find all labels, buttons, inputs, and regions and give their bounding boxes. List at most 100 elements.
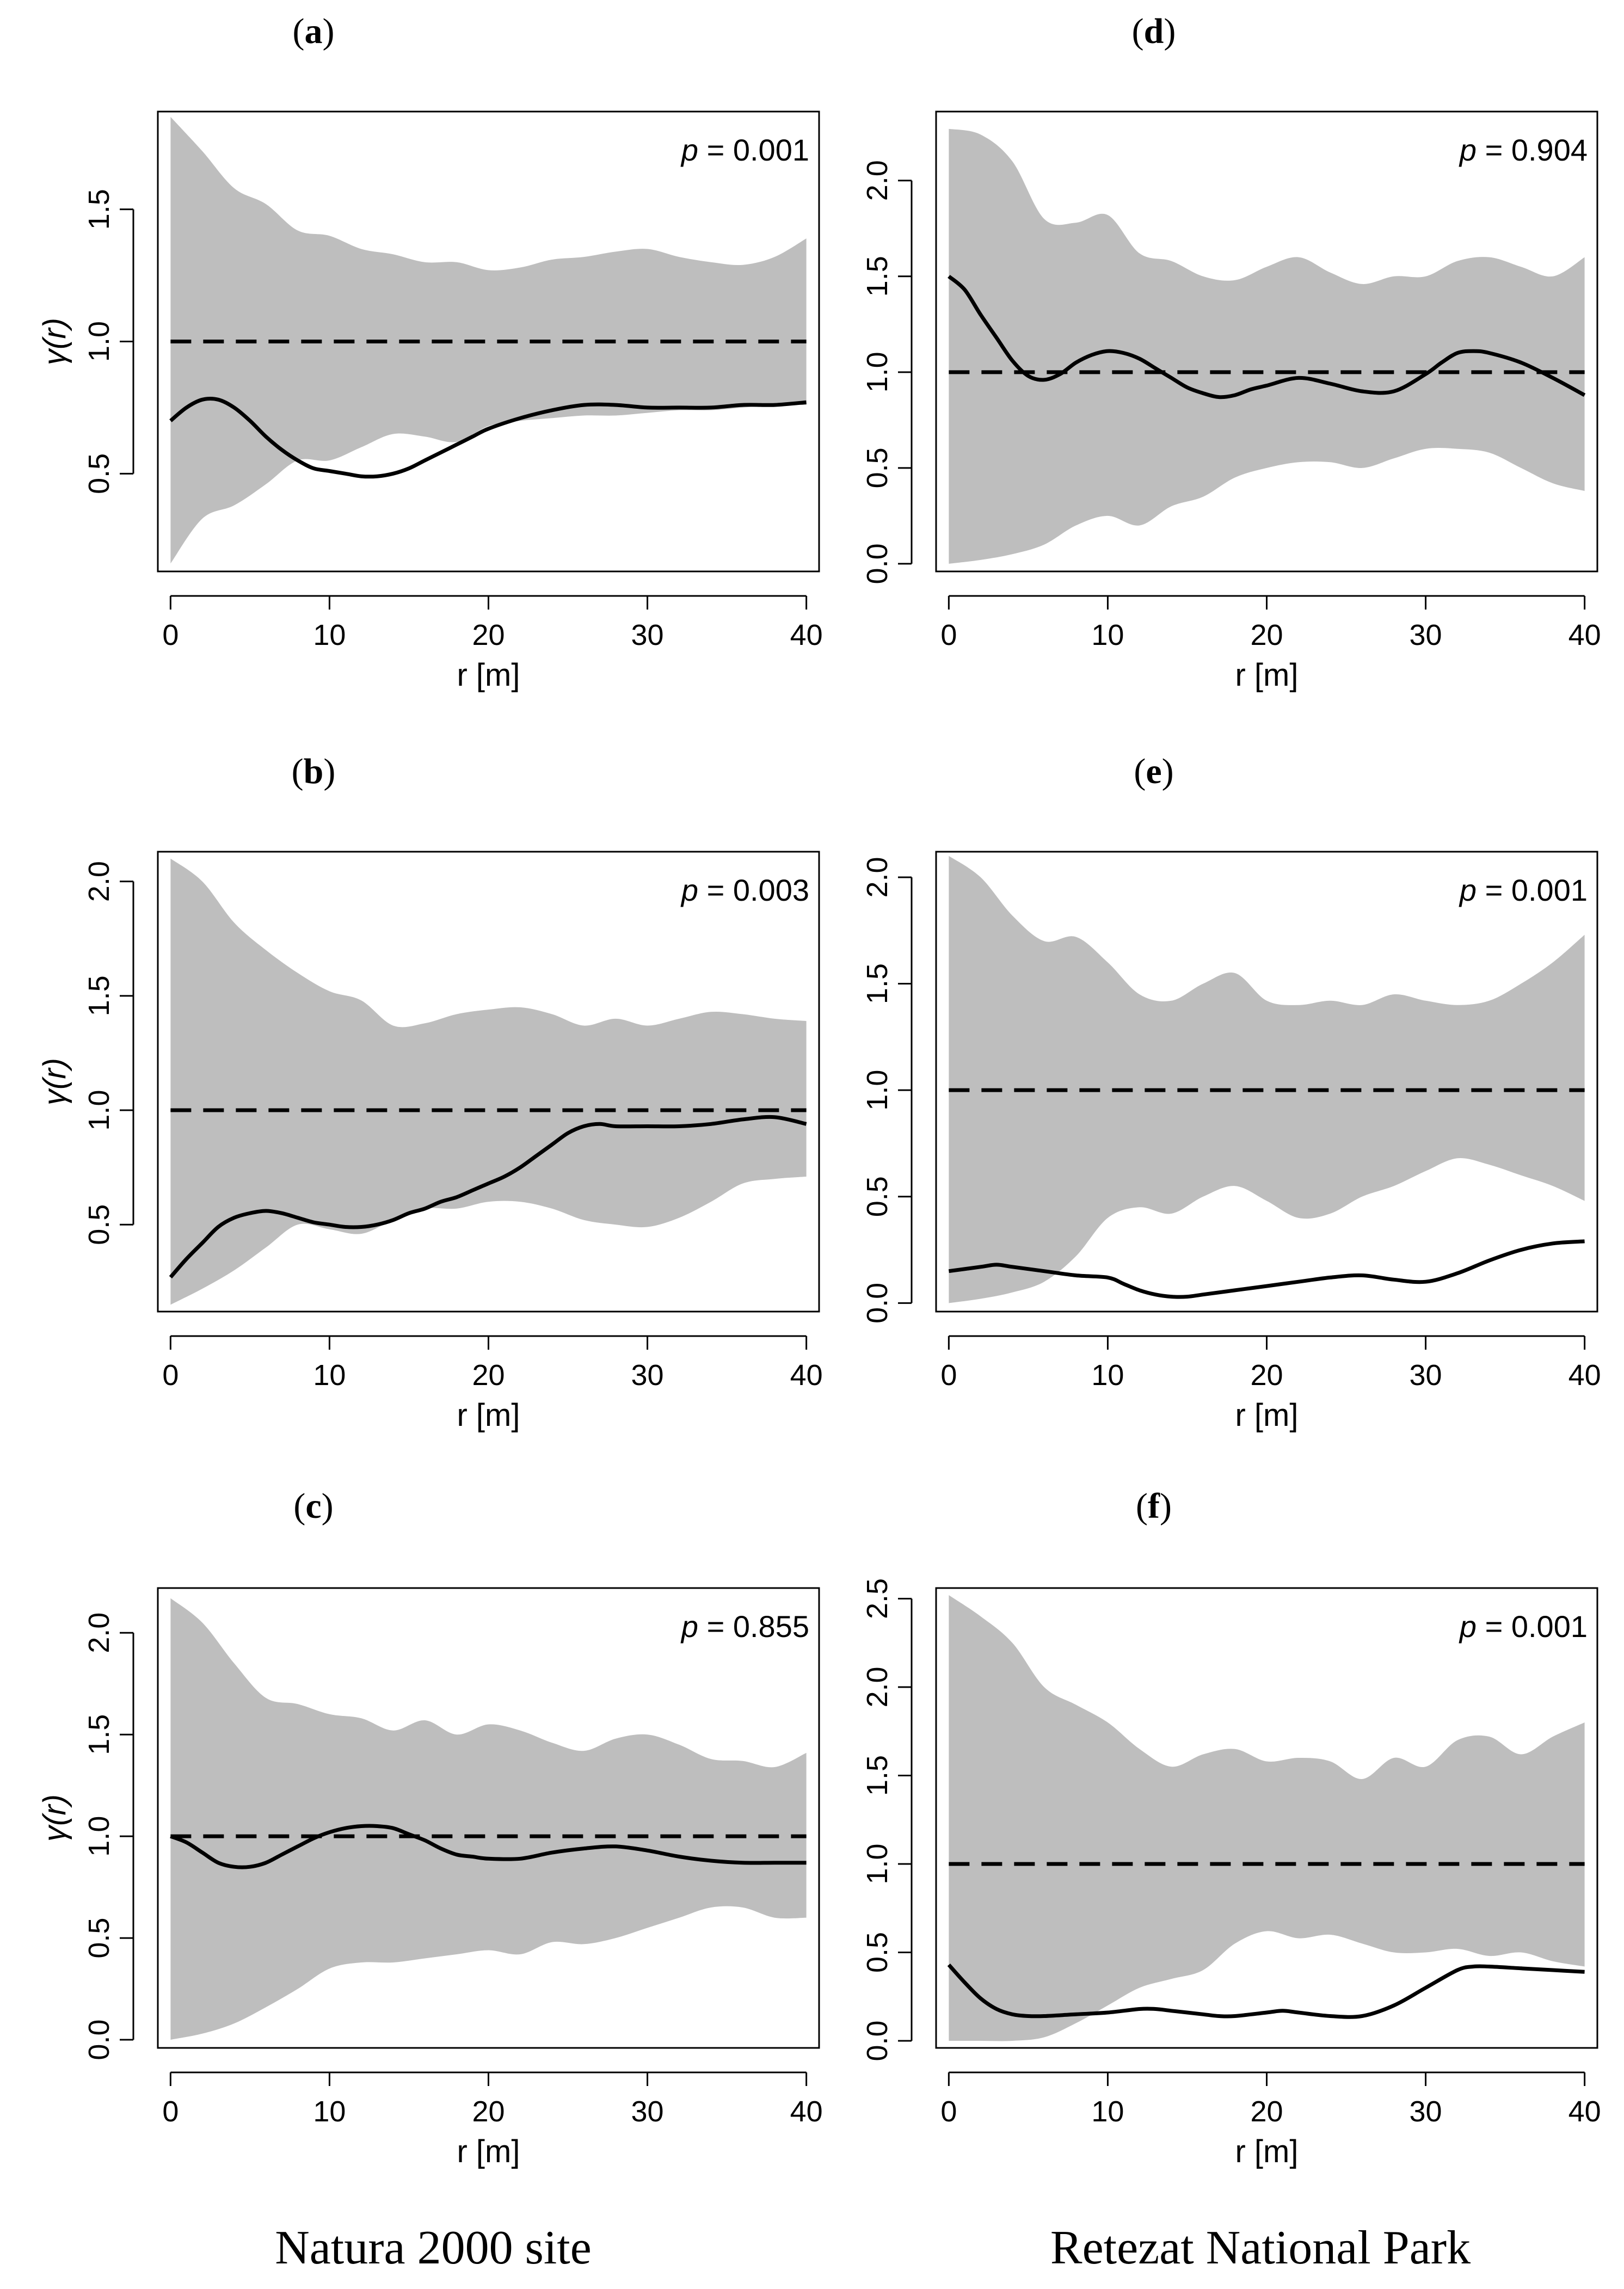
x-tick-label: 10 [313, 619, 346, 651]
x-tick-label: 40 [790, 2095, 823, 2128]
x-tick-label: 10 [1091, 2095, 1124, 2128]
chart-panel-a: 0 10 20 30 40 r [m] 0.5 1.0 1.5 γ(r) p = 0.001 [37, 110, 823, 693]
chart-panel-b: 0 10 20 30 40 r [m] 0.5 1.0 1.5 2.0 γ(r) p = 0.003 [37, 851, 823, 1433]
x-tick-label: 30 [1410, 2095, 1442, 2128]
envelope-band [170, 858, 807, 1305]
y-tick-label: 1.5 [83, 975, 115, 1016]
p-value-label: p = 0.001 [1459, 873, 1588, 907]
y-tick-label: 1.0 [83, 321, 115, 362]
observed-curve [169, 397, 807, 479]
observed-curve [948, 275, 1586, 399]
envelope-band [949, 128, 1585, 564]
y-tick-label: 2.0 [83, 1613, 115, 1653]
plot-frame [157, 851, 820, 1313]
y-tick-label: 0.5 [83, 1204, 115, 1245]
y-tick-label: 0.0 [861, 543, 894, 584]
x-tick-label: 0 [940, 1359, 957, 1392]
envelope-band [949, 1595, 1585, 2041]
y-tick-label: 1.5 [861, 256, 894, 297]
x-tick-label: 30 [631, 2095, 664, 2128]
y-tick-label: 1.0 [861, 1070, 894, 1111]
x-axis-title: r [m] [457, 2134, 520, 2169]
x-tick-label: 10 [1091, 619, 1124, 651]
caption-retezat: Retezat National Park [1050, 2222, 1471, 2274]
panel-letter-a: (a) [292, 11, 335, 51]
p-value-label: p = 0.001 [680, 133, 809, 167]
plot-frame [157, 1587, 820, 2049]
x-axis-title: r [m] [457, 1398, 520, 1433]
p-value-label: p = 0.003 [680, 873, 809, 907]
y-tick-label: 2.0 [83, 861, 115, 902]
x-axis-title: r [m] [1235, 1398, 1299, 1433]
y-tick-label: 2.0 [861, 1666, 894, 1707]
panel-letter-d: (d) [1131, 11, 1176, 51]
y-tick-label: 0.0 [861, 2020, 894, 2061]
x-tick-label: 40 [790, 1359, 823, 1392]
plot-frame [157, 110, 820, 573]
x-tick-label: 10 [313, 1359, 346, 1392]
y-tick-label: 0.0 [83, 2020, 115, 2060]
x-tick-label: 20 [1250, 619, 1283, 651]
x-tick-label: 0 [162, 1359, 179, 1392]
observed-curve [947, 1963, 1585, 2019]
y-tick-label: 0.0 [861, 1283, 894, 1324]
x-tick-label: 0 [162, 619, 179, 651]
x-tick-label: 40 [1568, 1359, 1601, 1392]
y-tick-label: 2.0 [861, 160, 894, 201]
caption-natura-2000: Natura 2000 site [275, 2222, 592, 2274]
y-axis-title: γ(r) [37, 1794, 72, 1842]
x-tick-label: 20 [1250, 1359, 1283, 1392]
plot-frame [935, 110, 1598, 573]
y-tick-label: 0.5 [861, 1932, 894, 1973]
x-tick-label: 0 [162, 2095, 179, 2128]
x-tick-label: 40 [1568, 619, 1601, 651]
plot-frame [935, 1587, 1598, 2049]
y-tick-label: 1.0 [861, 1843, 894, 1884]
p-value-label: p = 0.904 [1459, 133, 1588, 167]
y-axis-title: γ(r) [37, 1058, 72, 1105]
x-tick-label: 0 [940, 619, 957, 651]
x-tick-label: 30 [631, 619, 664, 651]
x-tick-label: 20 [1250, 2095, 1283, 2128]
y-tick-label: 0.5 [83, 453, 115, 494]
observed-curve [948, 1239, 1585, 1299]
x-tick-label: 0 [940, 2095, 957, 2128]
panel-letter-c: (c) [293, 1486, 334, 1526]
y-tick-label: 1.0 [861, 352, 894, 392]
y-axis-title: γ(r) [37, 318, 72, 365]
envelope-band [170, 116, 807, 564]
panel-letter-e: (e) [1134, 752, 1174, 791]
y-tick-label: 1.0 [83, 1090, 115, 1131]
y-tick-label: 1.0 [83, 1816, 115, 1857]
x-axis-title: r [m] [1235, 2134, 1299, 2169]
envelope-band [170, 1598, 807, 2040]
x-tick-label: 30 [631, 1359, 664, 1392]
chart-panel-f: 0 10 20 30 40 r [m] 0.0 0.5 1.0 1.5 2.0 2.5 p = 0.00… [861, 1578, 1601, 2169]
x-axis-title: r [m] [457, 657, 520, 693]
observed-curve [170, 1824, 807, 1869]
chart-panel-e: 0 10 20 30 40 r [m] 0.0 0.5 1.0 1.5 2.0 p = 0.001 [861, 851, 1601, 1433]
x-tick-label: 40 [1568, 2095, 1601, 2128]
plot-frame [935, 851, 1598, 1313]
y-tick-label: 1.5 [83, 1714, 115, 1755]
y-tick-label: 1.5 [861, 1755, 894, 1796]
x-tick-label: 10 [313, 2095, 346, 2128]
y-tick-label: 2.0 [861, 857, 894, 897]
x-tick-label: 20 [472, 619, 505, 651]
chart-panel-d: 0 10 20 30 40 r [m] 0.0 0.5 1.0 1.5 2.0 p = 0.904 [861, 110, 1601, 693]
p-value-label: p = 0.855 [680, 1609, 809, 1644]
panel-letter-b: (b) [291, 752, 336, 791]
y-tick-label: 0.5 [861, 447, 894, 488]
chart-panel-c: 0 10 20 30 40 r [m] 0.0 0.5 1.0 1.5 2.0 γ(r) p = 0.8… [37, 1587, 823, 2169]
y-tick-label: 1.5 [861, 963, 894, 1004]
panel-letter-f: (f) [1136, 1486, 1172, 1526]
x-tick-label: 20 [472, 1359, 505, 1392]
x-axis-title: r [m] [1235, 657, 1299, 693]
x-tick-label: 40 [790, 619, 823, 651]
x-tick-label: 30 [1410, 619, 1442, 651]
x-tick-label: 20 [472, 2095, 505, 2128]
y-tick-label: 0.5 [83, 1918, 115, 1959]
y-tick-label: 2.5 [861, 1578, 894, 1619]
observed-curve [169, 1115, 807, 1279]
y-tick-label: 1.5 [83, 189, 115, 230]
